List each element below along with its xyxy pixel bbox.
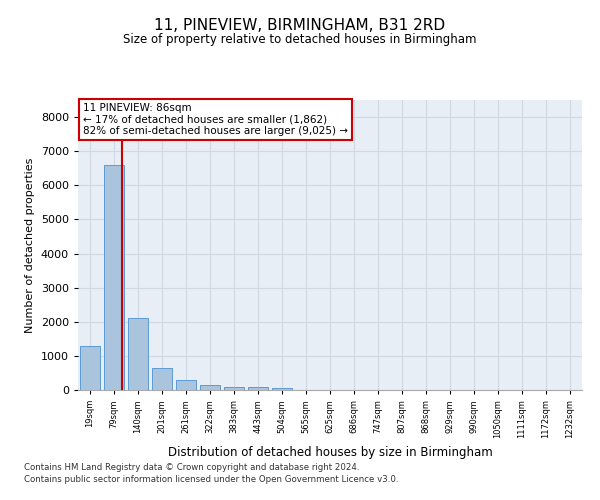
Bar [104, 165, 124, 390]
Text: Contains HM Land Registry data © Crown copyright and database right 2024.: Contains HM Land Registry data © Crown c… [24, 462, 359, 471]
Bar [248, 388, 268, 390]
Text: Size of property relative to detached houses in Birmingham: Size of property relative to detached ho… [123, 32, 477, 46]
Y-axis label: Number of detached properties: Number of detached properties [25, 158, 35, 332]
Bar [272, 388, 292, 390]
Bar [200, 385, 220, 390]
Bar [152, 368, 172, 390]
Text: 11 PINEVIEW: 86sqm
← 17% of detached houses are smaller (1,862)
82% of semi-deta: 11 PINEVIEW: 86sqm ← 17% of detached hou… [83, 103, 348, 136]
X-axis label: Distribution of detached houses by size in Birmingham: Distribution of detached houses by size … [167, 446, 493, 460]
Text: 11, PINEVIEW, BIRMINGHAM, B31 2RD: 11, PINEVIEW, BIRMINGHAM, B31 2RD [154, 18, 446, 32]
Bar [224, 386, 244, 390]
Bar [80, 346, 100, 390]
Bar [128, 318, 148, 390]
Bar [176, 380, 196, 390]
Text: Contains public sector information licensed under the Open Government Licence v3: Contains public sector information licen… [24, 475, 398, 484]
